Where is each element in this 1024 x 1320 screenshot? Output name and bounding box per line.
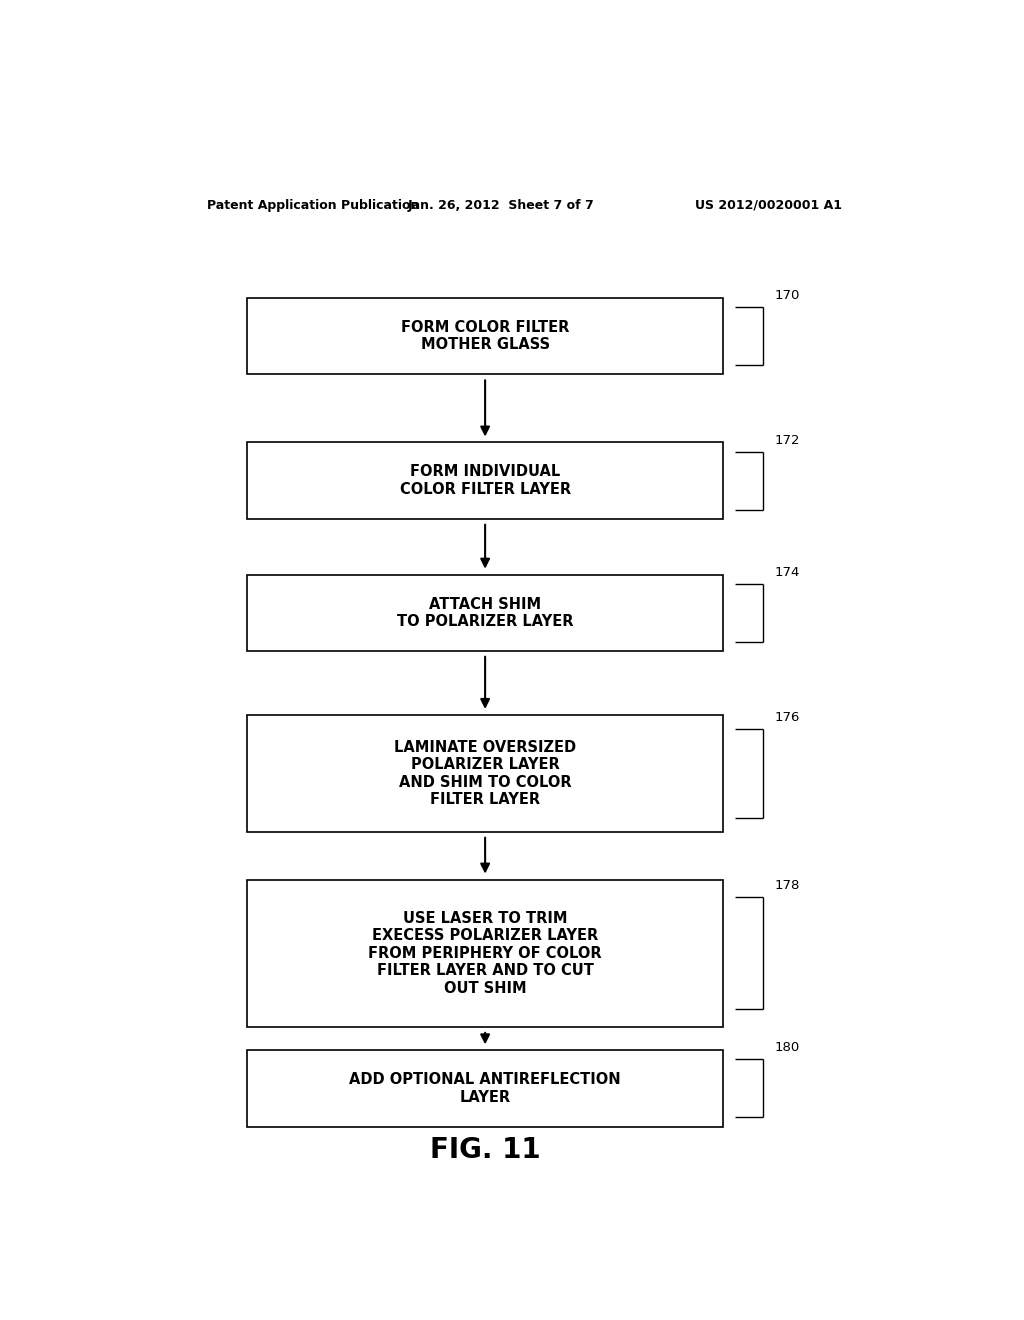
- Text: ADD OPTIONAL ANTIREFLECTION
LAYER: ADD OPTIONAL ANTIREFLECTION LAYER: [349, 1072, 621, 1105]
- Text: US 2012/0020001 A1: US 2012/0020001 A1: [695, 198, 842, 211]
- Text: Jan. 26, 2012  Sheet 7 of 7: Jan. 26, 2012 Sheet 7 of 7: [408, 198, 594, 211]
- Text: 170: 170: [775, 289, 800, 302]
- Bar: [247, 1051, 723, 1126]
- Text: 174: 174: [775, 566, 800, 578]
- Text: FORM COLOR FILTER
MOTHER GLASS: FORM COLOR FILTER MOTHER GLASS: [401, 319, 569, 352]
- Bar: [247, 879, 723, 1027]
- Bar: [247, 574, 723, 651]
- Bar: [247, 442, 723, 519]
- Text: ATTACH SHIM
TO POLARIZER LAYER: ATTACH SHIM TO POLARIZER LAYER: [397, 597, 573, 628]
- Text: 178: 178: [775, 879, 800, 892]
- Text: FORM INDIVIDUAL
COLOR FILTER LAYER: FORM INDIVIDUAL COLOR FILTER LAYER: [399, 465, 570, 496]
- Bar: [247, 298, 723, 375]
- Text: Patent Application Publication: Patent Application Publication: [207, 198, 420, 211]
- Text: LAMINATE OVERSIZED
POLARIZER LAYER
AND SHIM TO COLOR
FILTER LAYER: LAMINATE OVERSIZED POLARIZER LAYER AND S…: [394, 739, 577, 807]
- Bar: [247, 715, 723, 832]
- Text: FIG. 11: FIG. 11: [430, 1137, 541, 1164]
- Text: 180: 180: [775, 1041, 800, 1055]
- Text: 172: 172: [775, 433, 801, 446]
- Text: 176: 176: [775, 711, 800, 723]
- Text: USE LASER TO TRIM
EXECESS POLARIZER LAYER
FROM PERIPHERY OF COLOR
FILTER LAYER A: USE LASER TO TRIM EXECESS POLARIZER LAYE…: [369, 911, 602, 995]
